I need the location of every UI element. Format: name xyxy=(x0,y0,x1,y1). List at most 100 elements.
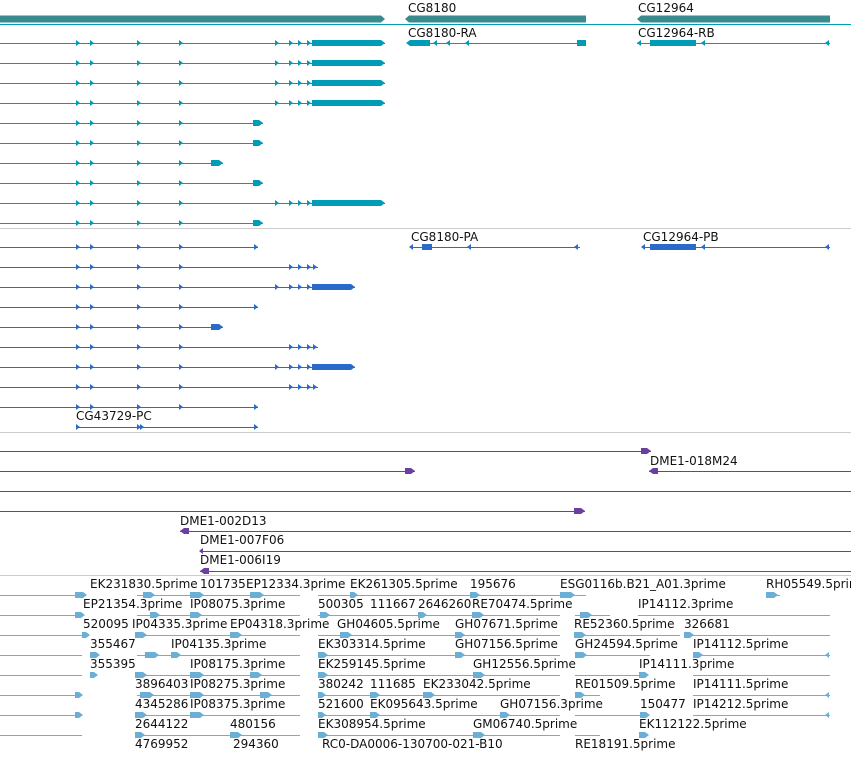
est-label[interactable]: 195676 xyxy=(470,577,516,591)
strand-arrow[interactable] xyxy=(76,404,80,410)
strand-arrow[interactable] xyxy=(137,80,141,86)
feature-block[interactable] xyxy=(250,592,264,598)
feature-block[interactable] xyxy=(90,672,98,678)
feature-block[interactable] xyxy=(574,632,586,638)
strand-arrow[interactable] xyxy=(137,100,141,106)
strand-arrow[interactable] xyxy=(289,100,293,106)
strand-arrow[interactable] xyxy=(409,244,413,250)
feature-block[interactable] xyxy=(640,712,650,718)
est-label[interactable]: 294360 xyxy=(233,737,279,751)
strand-arrow[interactable] xyxy=(179,264,183,270)
feature-block[interactable] xyxy=(405,15,586,23)
est-label[interactable]: IP14212.5prime xyxy=(693,697,789,711)
strand-arrow[interactable] xyxy=(76,284,80,290)
strand-arrow[interactable] xyxy=(825,712,829,718)
est-label[interactable]: GH24594.5prime xyxy=(575,637,678,651)
feature-block[interactable] xyxy=(230,732,242,738)
feature-block[interactable] xyxy=(253,220,263,226)
feature-block[interactable] xyxy=(649,468,658,474)
feature-block[interactable] xyxy=(190,672,204,678)
strand-arrow[interactable] xyxy=(76,120,80,126)
est-label[interactable]: GH07671.5prime xyxy=(455,617,558,631)
feature-block[interactable] xyxy=(473,672,485,678)
strand-arrow[interactable] xyxy=(76,304,80,310)
strand-arrow[interactable] xyxy=(179,160,183,166)
strand-arrow[interactable] xyxy=(825,244,829,250)
strand-arrow[interactable] xyxy=(76,244,80,250)
feature-block[interactable] xyxy=(312,40,385,46)
strand-arrow[interactable] xyxy=(90,384,94,390)
feature-block[interactable] xyxy=(418,612,427,618)
feature-block[interactable] xyxy=(693,652,703,658)
feature-block[interactable] xyxy=(318,652,328,658)
strand-arrow[interactable] xyxy=(307,100,311,106)
strand-arrow[interactable] xyxy=(254,424,258,430)
strand-arrow[interactable] xyxy=(574,244,578,250)
est-label[interactable]: RH05549.5prime xyxy=(766,577,851,591)
feature-block[interactable] xyxy=(253,120,263,126)
strand-arrow[interactable] xyxy=(307,200,311,206)
est-label[interactable]: 111667 xyxy=(370,597,416,611)
feature-block[interactable] xyxy=(260,692,272,698)
est-label[interactable]: IP04335.3prime xyxy=(132,617,228,631)
clone-label-dme1-006i19[interactable]: DME1-006I19 xyxy=(200,553,281,567)
est-label[interactable]: 2644122 xyxy=(135,717,189,731)
est-label[interactable]: 521600 xyxy=(318,697,364,711)
feature-block[interactable] xyxy=(75,612,85,618)
feature-exon[interactable] xyxy=(650,244,696,250)
est-label[interactable]: RE52360.5prime xyxy=(574,617,675,631)
est-label[interactable]: 3896403 xyxy=(135,677,189,691)
strand-arrow[interactable] xyxy=(90,344,94,350)
feature-block[interactable] xyxy=(500,712,510,718)
feature-block[interactable] xyxy=(470,592,480,598)
strand-arrow[interactable] xyxy=(313,344,317,350)
strand-arrow[interactable] xyxy=(275,284,279,290)
strand-arrow[interactable] xyxy=(76,344,80,350)
strand-arrow[interactable] xyxy=(298,364,302,370)
est-label[interactable]: IP14111.5prime xyxy=(693,677,789,691)
est-label[interactable]: IP14112.3prime xyxy=(638,597,734,611)
strand-arrow[interactable] xyxy=(137,344,141,350)
clone-label-dme1-007f06[interactable]: DME1-007F06 xyxy=(200,533,285,547)
feature-block[interactable] xyxy=(560,592,575,598)
strand-arrow[interactable] xyxy=(179,60,183,66)
feature-block[interactable] xyxy=(190,712,204,718)
est-label[interactable]: 520095 xyxy=(83,617,129,631)
strand-arrow[interactable] xyxy=(137,160,141,166)
feature-block[interactable] xyxy=(574,508,585,514)
strand-arrow[interactable] xyxy=(76,100,80,106)
feature-block[interactable] xyxy=(312,100,385,106)
strand-arrow[interactable] xyxy=(137,244,141,250)
strand-arrow[interactable] xyxy=(179,220,183,226)
feature-block[interactable] xyxy=(75,712,83,718)
est-label[interactable]: EK261305.5prime xyxy=(350,577,458,591)
strand-arrow[interactable] xyxy=(137,120,141,126)
feature-block[interactable] xyxy=(318,732,328,738)
strand-arrow[interactable] xyxy=(179,284,183,290)
feature-block[interactable] xyxy=(455,632,465,638)
feature-block[interactable] xyxy=(423,692,435,698)
strand-arrow[interactable] xyxy=(199,548,203,554)
strand-arrow[interactable] xyxy=(298,200,302,206)
feature-block[interactable] xyxy=(190,612,202,618)
strand-arrow[interactable] xyxy=(137,404,141,410)
strand-arrow[interactable] xyxy=(406,40,410,46)
feature-block[interactable] xyxy=(320,612,330,618)
feature-block[interactable] xyxy=(580,612,592,618)
strand-arrow[interactable] xyxy=(90,284,94,290)
strand-arrow[interactable] xyxy=(641,244,645,250)
feature-block[interactable] xyxy=(318,672,328,678)
est-label[interactable]: RE18191.5prime xyxy=(575,737,676,751)
feature-block[interactable] xyxy=(575,652,587,658)
strand-arrow[interactable] xyxy=(289,364,293,370)
est-label[interactable]: IP04135.3prime xyxy=(171,637,267,651)
feature-block[interactable] xyxy=(171,652,181,658)
est-label[interactable]: 380242 xyxy=(318,677,364,691)
strand-arrow[interactable] xyxy=(179,244,183,250)
strand-arrow[interactable] xyxy=(76,40,80,46)
feature-block[interactable] xyxy=(230,632,242,638)
strand-arrow[interactable] xyxy=(137,180,141,186)
feature-exon[interactable] xyxy=(422,244,432,250)
strand-arrow[interactable] xyxy=(137,304,141,310)
est-label[interactable]: EK303314.5prime xyxy=(318,637,426,651)
